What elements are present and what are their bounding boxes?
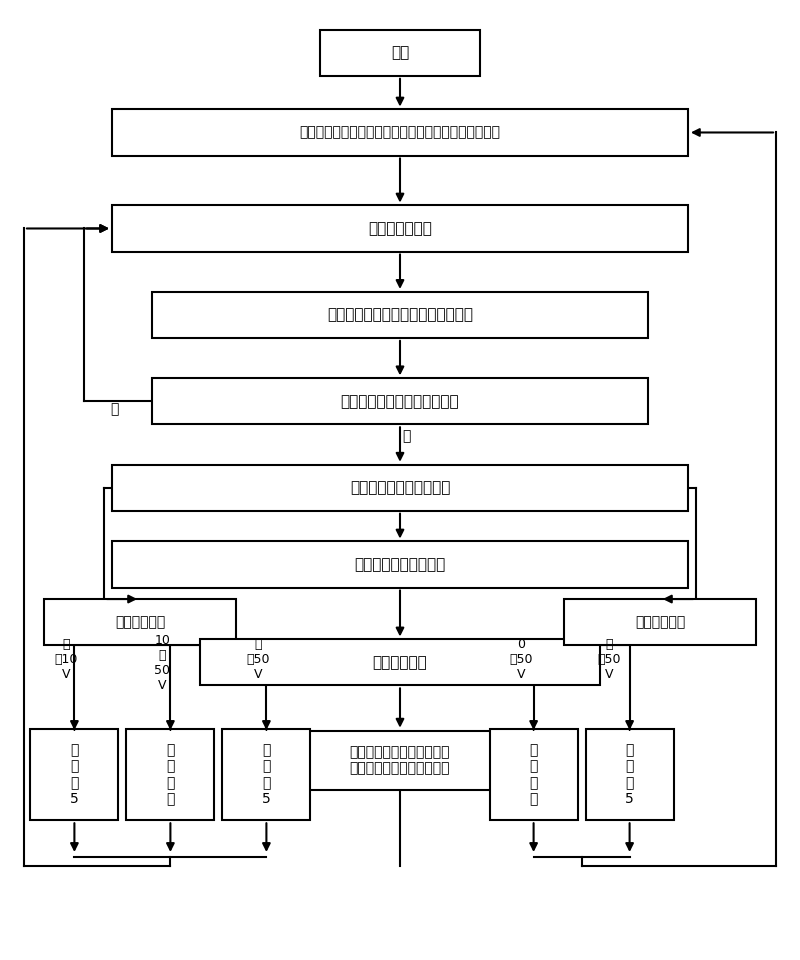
FancyBboxPatch shape [152, 378, 648, 424]
FancyBboxPatch shape [44, 599, 236, 645]
Text: 数字万用表采集电压值: 数字万用表采集电压值 [354, 557, 446, 572]
Text: 填写样品名称、长、宽、高温度间隔选择金属或非金属: 填写样品名称、长、宽、高温度间隔选择金属或非金属 [299, 126, 501, 139]
FancyBboxPatch shape [112, 109, 688, 156]
FancyBboxPatch shape [152, 292, 648, 338]
Text: 差值是否大于等于设定的间隔: 差值是否大于等于设定的间隔 [341, 394, 459, 409]
Text: 电
流
乘
5: 电 流 乘 5 [70, 743, 78, 806]
Text: 判断电压大小: 判断电压大小 [115, 615, 165, 629]
Text: 10
到
50
V: 10 到 50 V [154, 635, 170, 692]
Text: 电
流
除
5: 电 流 除 5 [262, 743, 270, 806]
FancyBboxPatch shape [490, 730, 578, 820]
Text: 开始: 开始 [391, 45, 409, 60]
Text: 电
流
不
变: 电 流 不 变 [166, 743, 174, 806]
Text: 进行温度采集与上次取电压时值做差: 进行温度采集与上次取电压时值做差 [327, 307, 473, 323]
Text: 将此时的电阻率及其所对的
温度值按指定文件路径储存: 将此时的电阻率及其所对的 温度值按指定文件路径储存 [350, 745, 450, 776]
Text: 小
于10
V: 小 于10 V [54, 638, 78, 681]
Text: 否: 否 [110, 402, 118, 416]
Text: 大
于50
V: 大 于50 V [246, 638, 270, 681]
Text: 要输出的电流值: 要输出的电流值 [368, 221, 432, 236]
FancyBboxPatch shape [320, 30, 480, 76]
Text: 0
到50
V: 0 到50 V [509, 638, 533, 681]
FancyBboxPatch shape [30, 730, 118, 820]
FancyBboxPatch shape [112, 465, 688, 511]
Text: 是: 是 [402, 429, 410, 444]
Text: 电流源输出设定的电流值: 电流源输出设定的电流值 [350, 480, 450, 495]
FancyBboxPatch shape [126, 730, 214, 820]
FancyBboxPatch shape [232, 731, 568, 790]
Text: 大
于50
V: 大 于50 V [597, 638, 621, 681]
FancyBboxPatch shape [200, 639, 600, 685]
FancyBboxPatch shape [222, 730, 310, 820]
Text: 电
流
除
5: 电 流 除 5 [626, 743, 634, 806]
FancyBboxPatch shape [112, 205, 688, 252]
FancyBboxPatch shape [564, 599, 756, 645]
FancyBboxPatch shape [586, 730, 674, 820]
Text: 判断电压大小: 判断电压大小 [635, 615, 685, 629]
Text: 计算出电阻率: 计算出电阻率 [373, 655, 427, 670]
FancyBboxPatch shape [112, 541, 688, 588]
Text: 电
流
不
变: 电 流 不 变 [530, 743, 538, 806]
